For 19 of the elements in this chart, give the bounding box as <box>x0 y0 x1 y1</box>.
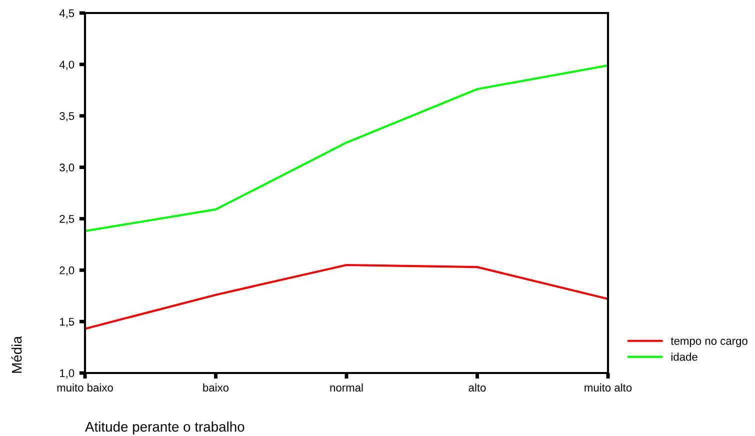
x-tick-label: muito alto <box>584 383 632 392</box>
x-tick-label: baixo <box>203 383 229 392</box>
x-tick-label: muito baixo <box>57 383 113 392</box>
y-tick-label: 3,0 <box>60 164 74 173</box>
y-tick-label: 2,0 <box>60 266 74 276</box>
line-series <box>85 264 608 330</box>
line-series <box>85 64 608 232</box>
x-tick-label: normal <box>330 383 363 392</box>
x-axis-title: Atitude perante o trabalho <box>85 422 244 434</box>
y-tick-label: 1,0 <box>60 369 74 378</box>
y-tick-label: 1,5 <box>60 318 74 328</box>
y-tick-label: 3,5 <box>60 112 74 122</box>
y-tick-label: 4,0 <box>59 60 74 70</box>
x-tick-label: alto <box>468 383 486 392</box>
legend-label: idade <box>671 352 698 361</box>
legend-label: tempo no cargo <box>670 338 748 348</box>
y-tick-label: 4,5 <box>59 9 74 18</box>
y-tick-label: 2,5 <box>60 214 74 224</box>
y-axis-title: Média <box>11 336 22 373</box>
